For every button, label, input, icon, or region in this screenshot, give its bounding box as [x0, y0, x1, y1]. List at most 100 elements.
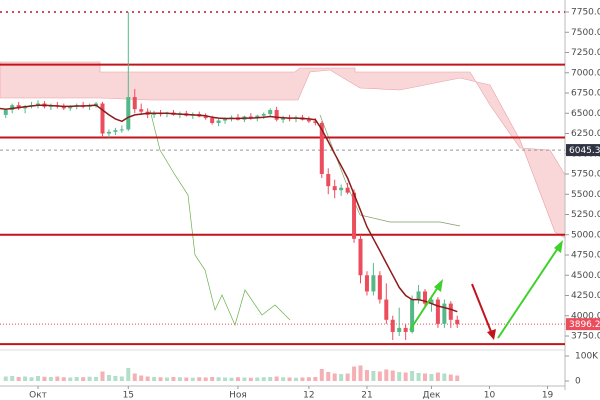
- x-tick-label: 21: [361, 391, 372, 400]
- volume-bar: [16, 377, 21, 381]
- volume-bar: [261, 377, 266, 381]
- volume-bar: [165, 377, 169, 381]
- volume-bar: [352, 366, 357, 381]
- candle-body: [319, 122, 324, 174]
- candle-body: [384, 299, 389, 320]
- volume-bar: [74, 377, 79, 381]
- candle-body: [403, 327, 408, 332]
- volume-bar: [332, 373, 337, 381]
- volume-bar: [403, 372, 408, 381]
- volume-bar: [29, 377, 34, 381]
- volume-bar: [55, 376, 60, 381]
- volume-bar: [287, 377, 292, 381]
- volume-bar: [274, 376, 279, 381]
- volume-bar: [42, 376, 47, 381]
- volume-tick-label: 0: [575, 377, 581, 387]
- y-tick-label: 6750.00: [571, 89, 600, 99]
- y-tick-label: 5750.00: [571, 170, 600, 180]
- candle-body: [255, 115, 260, 119]
- candle-body: [274, 110, 279, 120]
- candle-body: [345, 187, 350, 193]
- candle-body: [326, 174, 331, 187]
- volume-bar: [119, 376, 124, 381]
- candle-body: [435, 299, 440, 324]
- volume-bar: [3, 376, 8, 381]
- candle-body: [364, 275, 369, 292]
- volume-bar: [81, 377, 86, 381]
- volume-bar: [281, 377, 286, 381]
- candle-body: [442, 303, 447, 324]
- arrow-head: [487, 329, 496, 340]
- candle-body: [410, 299, 415, 332]
- volume-bar: [371, 371, 376, 381]
- candle-body: [332, 186, 337, 191]
- volume-bar: [319, 369, 324, 381]
- volume-bar: [294, 377, 298, 381]
- volume-bar: [132, 373, 137, 381]
- volume-bar: [268, 377, 273, 381]
- candle-body: [203, 116, 208, 119]
- price-marker-label: 3896.2: [569, 320, 600, 330]
- candle-body: [390, 319, 395, 332]
- candle-body: [216, 120, 221, 123]
- volume-bar: [68, 377, 73, 381]
- volume-bar: [94, 377, 99, 381]
- moving-average: [0, 104, 458, 313]
- arrow-head: [554, 240, 563, 253]
- volume-bar: [416, 373, 421, 381]
- volume-bar: [36, 376, 40, 381]
- y-tick-label: 5250.00: [571, 210, 600, 220]
- x-tick-label: 10: [484, 391, 496, 400]
- volume-bar: [61, 377, 66, 381]
- plot: [0, 11, 565, 381]
- candle-body: [223, 118, 228, 121]
- volume-bar: [184, 377, 189, 381]
- x-tick-label: 15: [123, 391, 134, 400]
- arrow: [471, 283, 493, 335]
- candle-body: [268, 110, 273, 115]
- y-tick-label: 7750.00: [571, 8, 600, 18]
- y-tick-label: 4250.00: [571, 291, 600, 301]
- volume-bar: [23, 376, 28, 381]
- volume-bar: [313, 377, 318, 381]
- volume-bar: [384, 369, 389, 381]
- y-tick-label: 6250.00: [571, 129, 600, 139]
- y-tick-label: 6500.00: [571, 109, 600, 119]
- volume-bar: [197, 377, 202, 381]
- candle-body: [313, 121, 318, 123]
- candle-body: [281, 118, 286, 120]
- volume-bar: [203, 377, 208, 381]
- x-tick-label: Ноя: [229, 391, 247, 400]
- candle-body: [455, 319, 460, 325]
- y-tick-label: 7500.00: [571, 28, 600, 38]
- volume-bar: [455, 375, 460, 381]
- y-tick-label: 4750.00: [571, 251, 600, 261]
- volume-bar: [223, 377, 228, 381]
- arrow: [497, 244, 561, 339]
- volume-bar: [190, 377, 195, 381]
- arrow: [409, 283, 441, 331]
- volume-bar: [113, 376, 118, 381]
- candle-body: [210, 118, 215, 123]
- volume-bar: [358, 365, 363, 381]
- price-marker-box: [566, 144, 600, 157]
- candle-body: [248, 116, 253, 119]
- y-tick-label: 7000.00: [571, 68, 600, 78]
- y-tick-label: 3750.00: [571, 332, 600, 342]
- x-tick-label: 19: [542, 391, 554, 400]
- price-marker-label: 6045.3: [569, 146, 600, 156]
- volume-bar: [326, 372, 331, 381]
- volume-bar: [248, 377, 253, 381]
- y-tick-label: 7250.00: [571, 48, 600, 58]
- volume-bar: [345, 373, 350, 381]
- candle-body: [132, 97, 137, 110]
- volume-bar: [158, 377, 163, 381]
- candle-body: [36, 103, 40, 106]
- candle-body: [377, 275, 382, 300]
- volume-bar: [126, 368, 131, 381]
- candle-body: [94, 103, 99, 106]
- volume-bar: [145, 376, 150, 381]
- volume-bar: [210, 377, 215, 381]
- volume-bar: [139, 375, 144, 381]
